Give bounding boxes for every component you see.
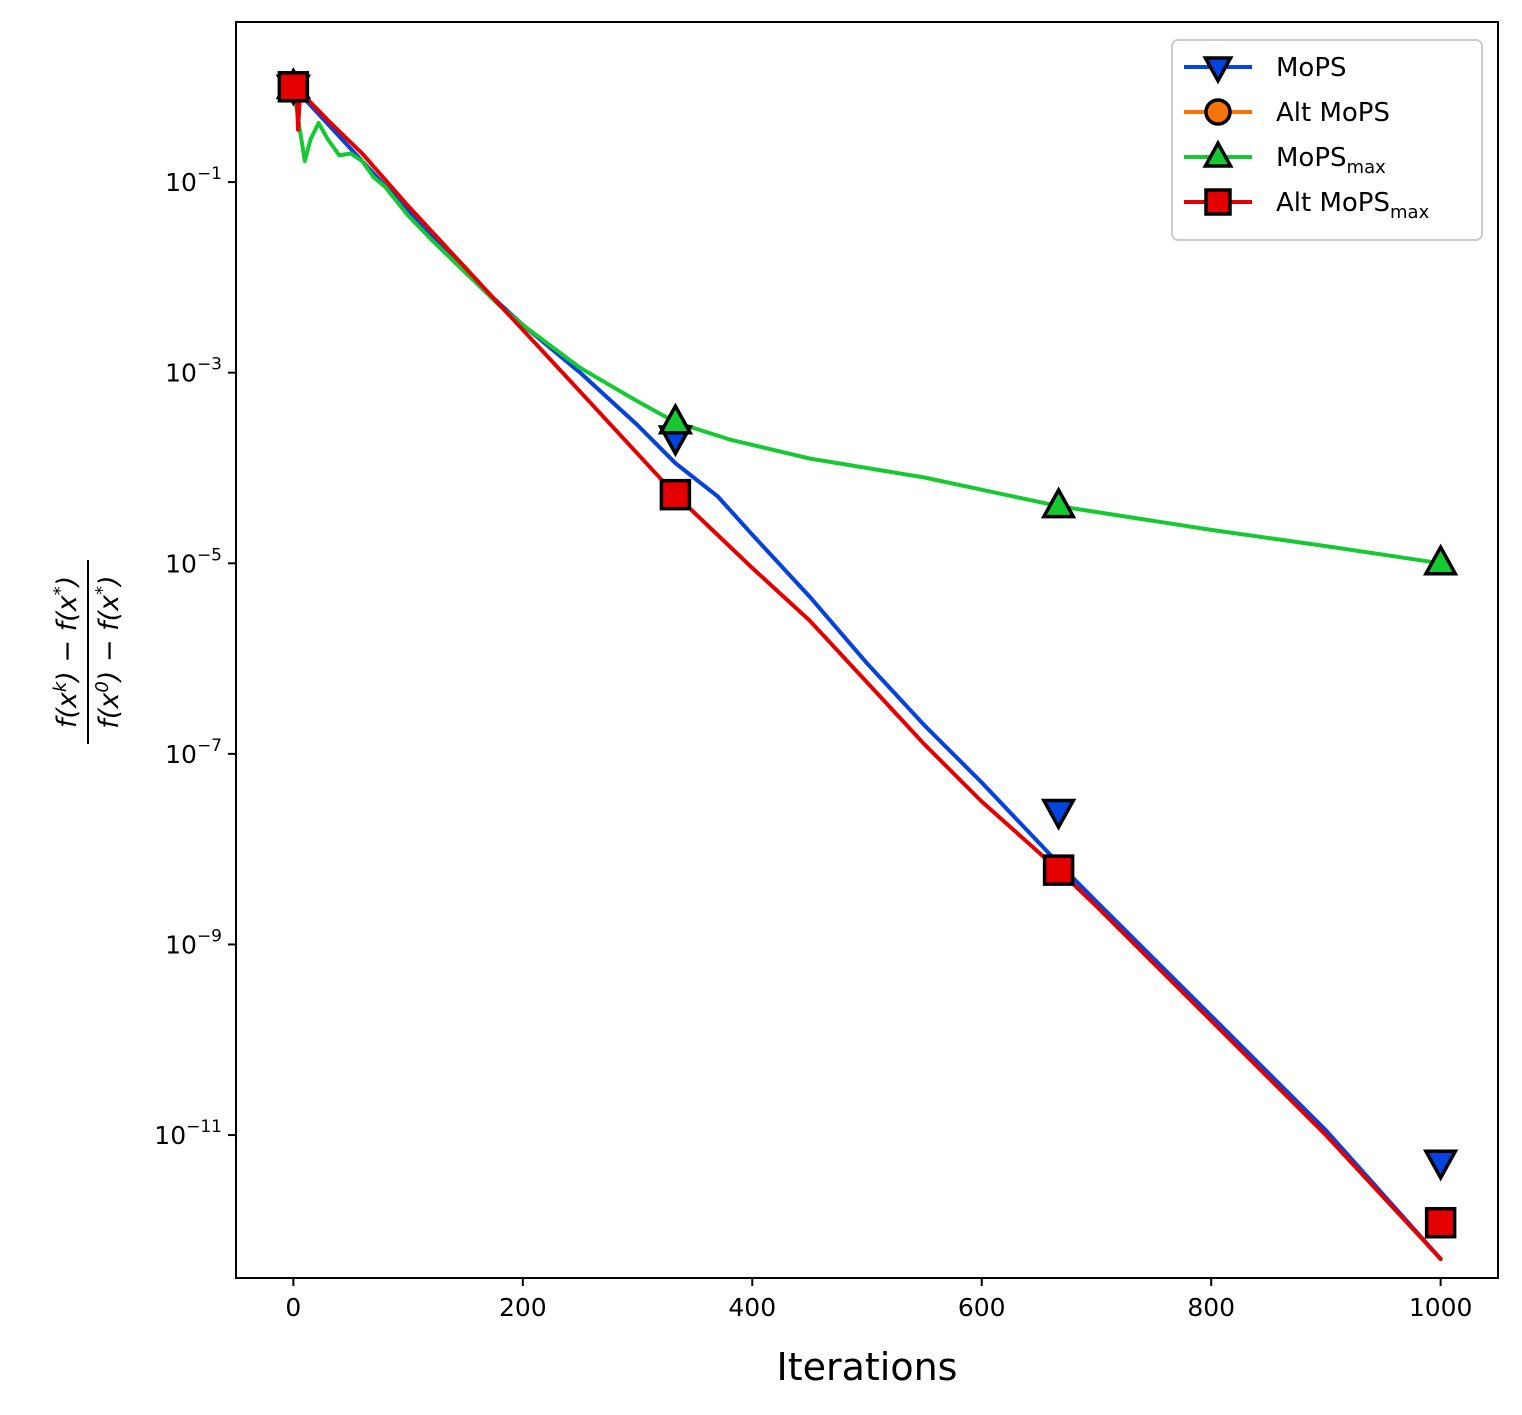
x-tick-label: 400 — [728, 1293, 776, 1322]
y-axis-title-denominator: f(x0) − f(x*) — [92, 575, 125, 728]
data-point-square — [277, 71, 310, 103]
series-line-mops-max — [291, 84, 1443, 566]
x-axis-title: Iterations — [777, 1345, 958, 1389]
legend-marker — [1204, 188, 1232, 216]
legend-marker — [1202, 139, 1234, 168]
data-point-triangle-down — [1040, 798, 1077, 831]
y-axis-ticks: 10−1 10−3 10−5 10−7 10−9 10−11 — [154, 164, 236, 1150]
y-tick-label: 10−9 — [165, 926, 222, 959]
legend-marker — [1204, 98, 1232, 126]
x-tick-label: 800 — [1187, 1293, 1235, 1322]
data-point-triangle-up — [657, 402, 694, 435]
data-point-triangle-down — [1422, 1149, 1459, 1182]
data-point-triangle-up — [1422, 543, 1459, 576]
data-point-triangle-up — [1040, 486, 1077, 519]
legend-label: MoPSmax — [1276, 143, 1386, 178]
x-tick-label: 200 — [499, 1293, 547, 1322]
axes-frame — [235, 21, 1499, 1279]
series-markers — [275, 67, 1459, 1239]
x-tick-label: 0 — [285, 1293, 301, 1322]
y-tick-label: 10−7 — [165, 736, 222, 769]
data-point-square — [1424, 1206, 1457, 1239]
x-tick-label: 600 — [958, 1293, 1006, 1322]
legend-box — [1171, 39, 1483, 241]
x-tick-label: 1000 — [1409, 1293, 1473, 1322]
y-axis-title: f(xk) − f(x*) f(x0) − f(x*) — [50, 560, 125, 744]
x-axis-ticks: 0 200 400 600 800 1000 — [285, 1278, 1472, 1322]
y-tick-label: 10−11 — [154, 1117, 222, 1150]
legend-label: Alt MoPSmax — [1276, 188, 1430, 223]
legend-label: Alt MoPS — [1276, 98, 1390, 128]
legend-label: MoPS — [1276, 53, 1347, 83]
y-axis-title-numerator: f(xk) − f(x*) — [50, 576, 83, 728]
data-point-square — [1042, 854, 1075, 886]
y-tick-label: 10−5 — [165, 545, 222, 578]
data-point-square — [659, 478, 692, 511]
y-tick-label: 10−3 — [165, 355, 222, 388]
legend: MoPS Alt MoPS MoPSmax Alt MoPSmax — [1171, 39, 1483, 241]
y-tick-label: 10−1 — [165, 164, 222, 197]
series-line-alt-mops-max — [291, 84, 1443, 1261]
series-lines — [291, 84, 1443, 1261]
legend-marker — [1202, 56, 1234, 85]
